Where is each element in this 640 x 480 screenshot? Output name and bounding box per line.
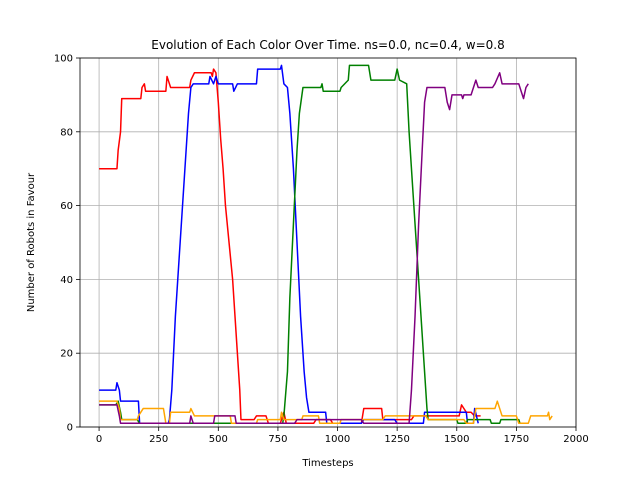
y-tick-label: 40 (60, 275, 73, 286)
y-axis-ticks: 0 20 40 60 80 100 (54, 54, 80, 434)
y-tick-label: 100 (54, 54, 73, 65)
x-tick-label: 1000 (325, 434, 350, 445)
x-tick-label: 250 (149, 434, 168, 445)
y-axis-label: Number of Robots in Favour (26, 172, 37, 312)
x-tick-label: 2000 (563, 434, 588, 445)
series-line (99, 68, 481, 425)
series-line (99, 64, 521, 425)
grid (80, 57, 577, 428)
x-tick-label: 750 (268, 434, 287, 445)
y-tick-label: 20 (60, 349, 73, 360)
series-line (99, 72, 529, 425)
y-tick-label: 0 (67, 423, 73, 434)
series-group (99, 64, 553, 425)
series-line (99, 400, 553, 425)
plot-frame (79, 57, 577, 428)
x-axis-ticks: 0 250 500 750 1000 1250 1500 1750 2000 (96, 427, 589, 445)
chart-title: Evolution of Each Color Over Time. ns=0.… (151, 38, 504, 52)
x-axis-label: Timesteps (301, 458, 353, 469)
x-tick-label: 500 (209, 434, 228, 445)
x-tick-label: 1250 (384, 434, 409, 445)
y-tick-label: 60 (60, 201, 73, 212)
x-tick-label: 1500 (444, 434, 469, 445)
x-tick-label: 1750 (504, 434, 529, 445)
y-tick-label: 80 (60, 127, 73, 138)
x-tick-label: 0 (96, 434, 102, 445)
